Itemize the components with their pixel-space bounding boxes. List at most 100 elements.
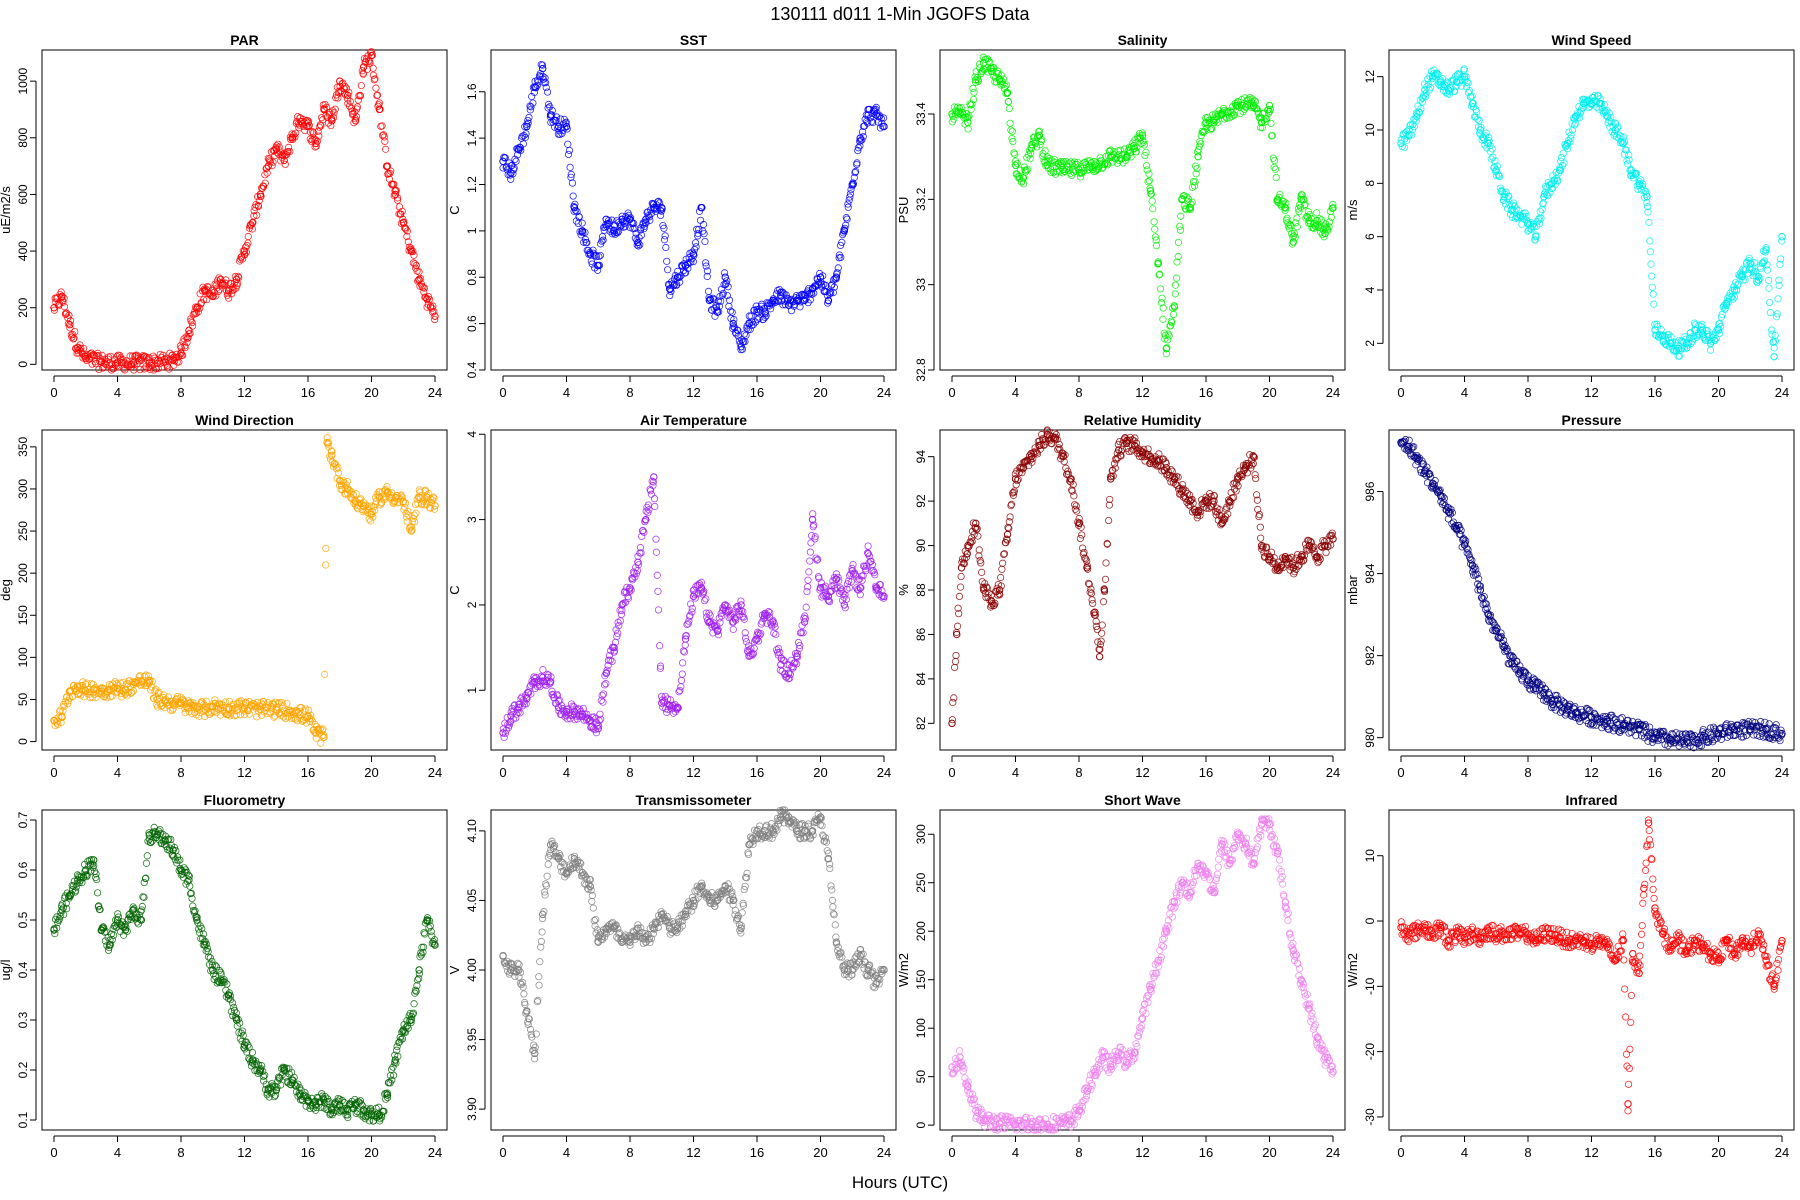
data-point-cloud [806,557,814,565]
data-point-cloud [627,586,635,594]
data-point-cloud [714,631,723,639]
data-point-cloud [1776,255,1785,263]
data-point-cloud [588,260,596,268]
data-point-cloud [833,269,841,277]
data-point-cloud [626,587,634,596]
data-point-cloud [872,103,880,111]
x-tick-label: 8 [1075,385,1082,400]
data-point-cloud [370,76,378,84]
data-point-cloud [793,649,801,658]
data-point-cloud [1022,166,1030,174]
y-tick-label: 0.4 [16,961,30,978]
data-point-cloud [843,215,851,223]
x-tick-label: 24 [428,765,442,780]
data-point-cloud [669,282,678,290]
data-point-cloud [1324,226,1332,234]
y-tick-label: 1.6 [465,83,479,100]
data-point-cloud [597,715,605,723]
x-tick-label: 4 [114,1145,121,1160]
data-point-cloud [195,712,203,720]
data-point-cloud [1276,190,1284,199]
data-point-cloud [546,103,554,111]
data-point-cloud [712,303,720,311]
data-point-cloud [185,330,193,338]
panel-title: Air Temperature [640,412,747,428]
data-point-cloud [641,516,649,524]
x-tick-label: 16 [301,1145,315,1160]
data-point-cloud [762,309,770,318]
data-point-cloud [57,718,65,727]
data-point-cloud [159,691,167,699]
data-point-cloud [1288,240,1296,248]
data-point-cloud [865,552,873,560]
y-tick-label: 0.7 [16,811,30,828]
y-tick-label: 980 [1363,727,1377,747]
data-point-cloud [429,493,437,501]
series-scatter-cloud [50,48,439,374]
x-tick-label: 16 [1199,765,1213,780]
data-point-cloud [688,604,696,613]
panel-title: Wind Direction [195,412,294,428]
data-point-cloud [346,97,354,106]
data-point-cloud [158,363,166,371]
data-point-cloud [703,613,711,621]
data-point-cloud [1127,153,1135,161]
data-point-cloud [1139,137,1147,145]
x-tick-label: 0 [50,765,57,780]
data-point-cloud [598,233,607,241]
data-point-cloud [851,167,860,176]
data-point-cloud [1688,337,1696,345]
data-point-cloud [510,164,518,172]
data-point-cloud [69,335,78,343]
data-point-cloud [1464,79,1472,87]
data-point-cloud [235,274,243,282]
data-point-cloud [174,353,183,361]
x-tick-label: 12 [1135,385,1149,400]
data-point-cloud [1715,320,1723,328]
data-point-cloud [1712,334,1720,342]
series-scatter-cloud [499,60,888,354]
data-point-cloud [1141,151,1149,160]
data-point-cloud [80,344,88,352]
data-point-cloud [869,118,877,127]
data-point-cloud [636,544,645,552]
data-point-cloud [695,207,704,215]
data-point-cloud [702,609,710,617]
data-point-cloud [254,202,263,211]
data-point-cloud [701,237,709,246]
panel-title: Fluorometry [204,792,286,808]
data-point [1778,232,1786,241]
y-axis-label: C [447,205,462,214]
x-tick-label: 8 [177,765,184,780]
data-point-cloud [1432,69,1441,77]
data-point-cloud [654,198,662,206]
data-point-cloud [769,617,777,625]
data-point-cloud [637,549,645,557]
data-point [1194,152,1202,161]
data-point-cloud [203,282,212,291]
data-point-cloud [712,624,720,632]
data-point-cloud [702,262,710,270]
x-axis: 0 4 8 12 16 20 24 [948,375,1340,400]
data-point-cloud [1501,200,1510,208]
data-point-cloud [793,653,802,661]
data-point-cloud [1578,104,1586,113]
data-point-cloud [864,542,872,550]
data-point-cloud [378,122,386,130]
x-tick-label: 20 [813,765,827,780]
data-point-cloud [688,248,696,256]
data-point-cloud [1009,137,1017,146]
data-point-cloud [242,243,250,251]
data-point-cloud [419,493,427,501]
data-point-cloud [1751,268,1759,276]
x-tick-label: 4 [1461,765,1468,780]
data-point-cloud [73,682,81,690]
data-point-cloud [359,70,367,78]
data-point-cloud [1146,184,1154,192]
data-point-cloud [832,570,841,578]
data-point-cloud [1055,167,1064,175]
data-point-cloud [810,521,818,529]
data-point-cloud [1460,65,1468,73]
data-point-cloud [614,618,622,627]
data-point-cloud [529,99,537,107]
